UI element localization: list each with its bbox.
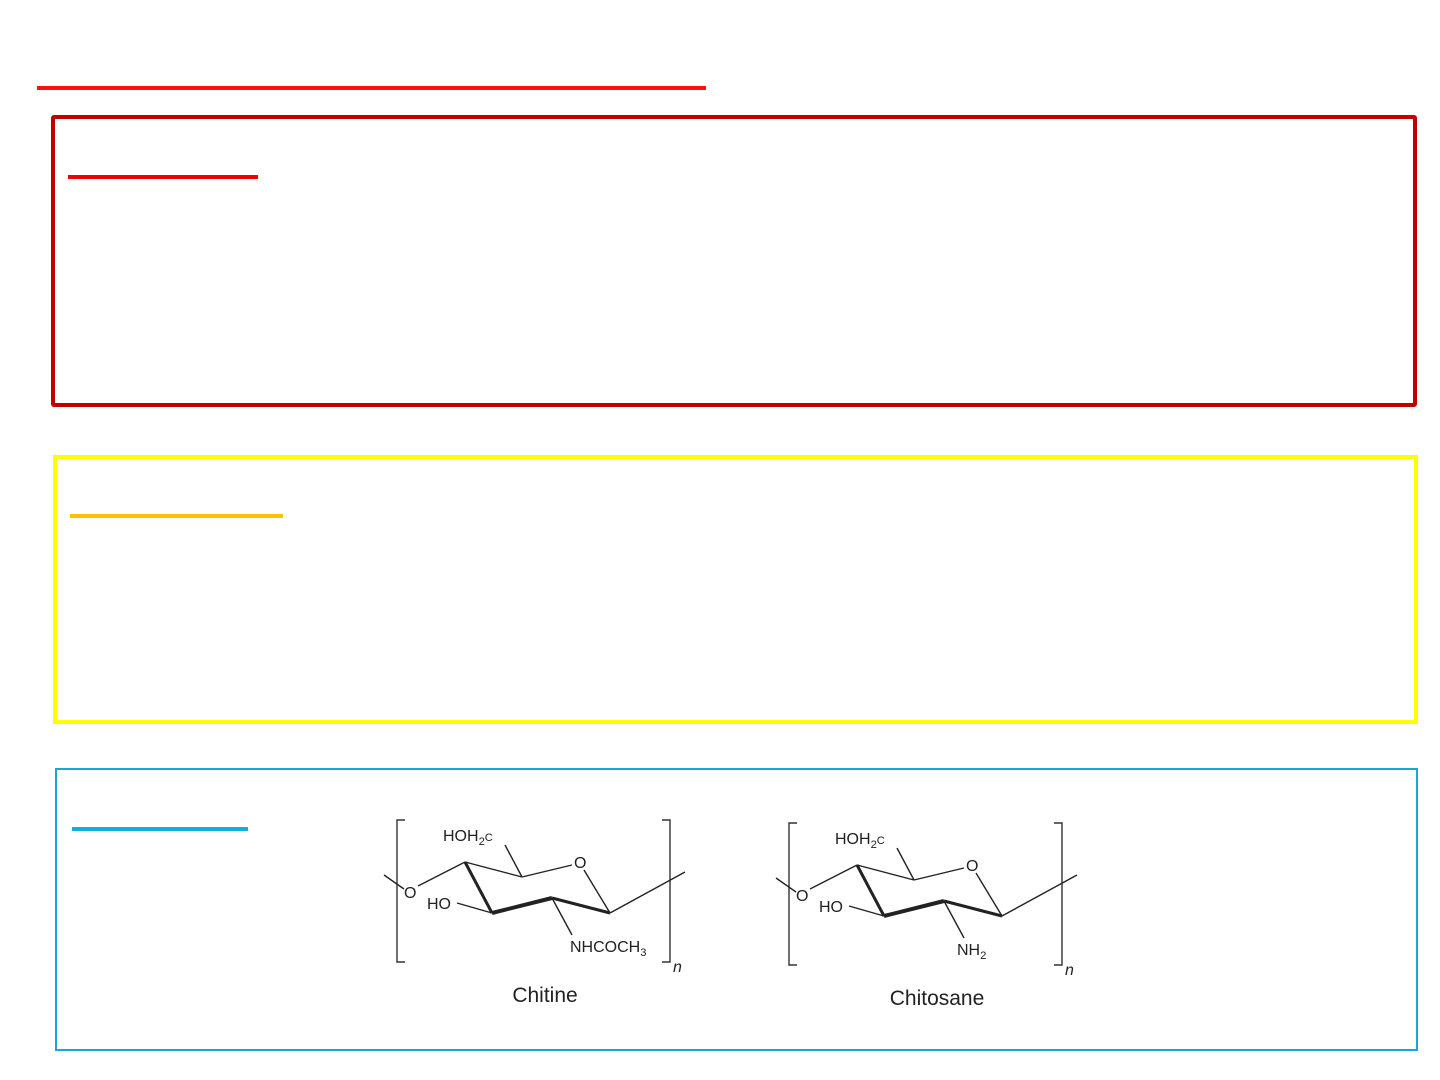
ch2oh-bond — [896, 847, 915, 881]
section-box-yellow — [53, 455, 1418, 724]
right-bracket — [1054, 822, 1063, 966]
bond — [975, 872, 1003, 917]
link-oxygen-label: O — [796, 888, 808, 905]
sub-bond — [551, 897, 573, 936]
end-bond — [1001, 874, 1078, 917]
ch2oh-label-part: HOH — [835, 831, 871, 848]
substituent-label-part: 2 — [980, 950, 986, 962]
ho-bond — [456, 902, 493, 914]
ch2oh-label: HOH2C — [835, 831, 885, 851]
title-underline — [37, 86, 706, 90]
bond — [913, 867, 965, 881]
ch2oh-label-part: C — [877, 835, 885, 847]
bold-bond — [551, 896, 611, 915]
hydroxyl-label: HO — [427, 896, 451, 913]
end-bond — [609, 871, 686, 914]
link-bond — [383, 874, 405, 890]
bold-bond — [943, 899, 1003, 918]
bond — [583, 869, 611, 914]
left-bracket — [396, 819, 405, 963]
bond — [856, 864, 915, 881]
ring-oxygen-label-part: O — [966, 858, 978, 875]
repeat-n-label: n — [1065, 962, 1074, 979]
section-heading-underline — [68, 175, 258, 179]
hydroxyl-label-part: HO — [427, 896, 451, 913]
ch2oh-label: HOH2C — [443, 828, 493, 848]
repeat-n-label: n — [673, 959, 682, 976]
bold-bond — [491, 896, 553, 915]
substituent-label-part: 3 — [640, 947, 646, 959]
link-bond — [809, 864, 858, 890]
section-heading-underline — [72, 827, 248, 831]
bold-bond — [463, 861, 494, 914]
structure-name-part: Chitosane — [890, 987, 985, 1010]
ch2oh-label-part: C — [485, 832, 493, 844]
link-oxygen-label: O — [404, 885, 416, 902]
structure-name: Chitosane — [890, 987, 985, 1010]
right-bracket — [662, 819, 671, 963]
bold-bond — [883, 899, 945, 918]
bond — [521, 864, 573, 878]
hydroxyl-label: HO — [819, 899, 843, 916]
ch2oh-bond — [504, 844, 523, 878]
section-heading-underline — [70, 514, 283, 518]
sub-bond — [943, 900, 965, 939]
ring-oxygen-label: O — [966, 858, 978, 875]
left-bracket — [788, 822, 797, 966]
substituent-label: NHCOCH3 — [570, 939, 646, 959]
ch2oh-label-part: 2 — [871, 839, 877, 851]
link-oxygen-label-part: O — [404, 885, 416, 902]
bold-bond — [855, 864, 886, 917]
substituent-label-part: NHCOCH — [570, 939, 640, 956]
link-oxygen-label-part: O — [796, 888, 808, 905]
chitine-structure: HOH2C O O HO NHCOCH3 n Chitine — [383, 819, 686, 1007]
repeat-n-label-part: n — [673, 959, 682, 976]
repeat-n-label-part: n — [1065, 962, 1074, 979]
ho-bond — [848, 905, 885, 917]
section-box-blue — [55, 768, 1418, 1051]
bond — [464, 861, 523, 878]
ch2oh-label-part: 2 — [479, 836, 485, 848]
ring-oxygen-label: O — [574, 855, 586, 872]
structure-name-part: Chitine — [512, 984, 577, 1007]
link-bond — [417, 861, 466, 887]
structure-name: Chitine — [512, 984, 577, 1007]
substituent-label-part: NH — [957, 942, 980, 959]
ch2oh-label-part: HOH — [443, 828, 479, 845]
hydroxyl-label-part: HO — [819, 899, 843, 916]
link-bond — [775, 877, 797, 893]
substituent-label: NH2 — [957, 942, 986, 962]
ring-oxygen-label-part: O — [574, 855, 586, 872]
section-box-red — [51, 115, 1417, 407]
